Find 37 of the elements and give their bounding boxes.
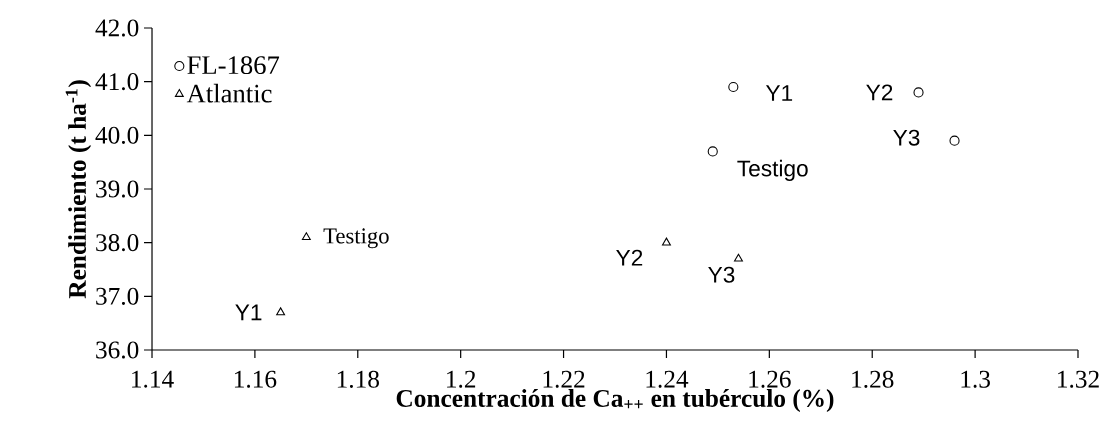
y-tick-label: 40.0 (95, 126, 139, 144)
x-tick-label: 1.2 (447, 370, 476, 388)
annotation: Testigo (737, 159, 808, 181)
annotation: Y3 (708, 266, 735, 283)
x-tick-label: 1.24 (646, 370, 689, 388)
x-tick-label: 1.22 (543, 370, 585, 388)
x-tick-label: 1.18 (337, 370, 379, 388)
x-tick-label: 1.26 (749, 370, 791, 388)
x-tick-label: 1.32 (1058, 370, 1099, 388)
annotation: Testigo (323, 228, 389, 249)
y-tick-label: 41.0 (95, 73, 139, 91)
point (276, 307, 286, 316)
y-tick-label: 37.0 (96, 287, 139, 305)
y-axis-title: Rendimiento (t ha$^{-1}$) (65, 80, 92, 299)
point (301, 232, 311, 241)
y-tick-label: 42.0 (95, 19, 139, 37)
legend-label: FL-1867 (187, 56, 280, 75)
point (949, 135, 960, 146)
x-tick-label: 1.16 (234, 370, 277, 388)
point (707, 146, 718, 157)
annotation: Y1 (765, 85, 793, 101)
annotation: Y2 (866, 84, 893, 101)
point (734, 253, 743, 262)
y-tick-label: 38.0 (96, 234, 139, 252)
legend-label: Atlantic (186, 83, 272, 103)
y-tick-label: 36.0 (96, 341, 139, 359)
annotation: Y3 (893, 129, 920, 146)
point (661, 237, 671, 246)
y-tick-label: 39.0 (96, 180, 139, 198)
point (913, 87, 924, 98)
point (728, 81, 739, 93)
x-axis-title: Concentración de Ca$_{++}$ en tubérculo (%) (396, 389, 834, 413)
x-tick-label: 1.3 (961, 370, 990, 388)
x-tick-label: 1.14 (132, 370, 174, 388)
annotation: Y1 (235, 304, 262, 321)
annotation: Y2 (616, 249, 643, 266)
x-tick-label: 1.28 (852, 370, 894, 388)
